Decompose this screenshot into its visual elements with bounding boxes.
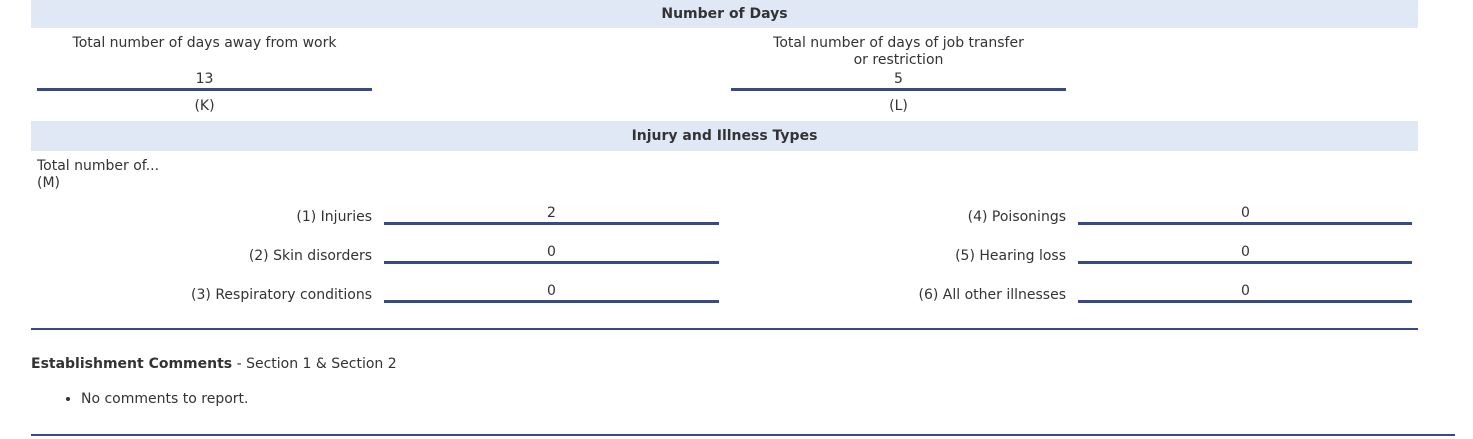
section-divider <box>31 328 1418 330</box>
days-transfer-code: (L) <box>889 98 908 114</box>
comments-list: No comments to report. <box>31 391 248 407</box>
skin-disorders-label: (2) Skin disorders <box>248 248 372 264</box>
hearing-loss-label: (5) Hearing loss <box>955 248 1066 264</box>
injuries-rule <box>384 222 719 225</box>
days-away-rule <box>37 88 372 91</box>
skin-disorders-rule <box>384 261 719 264</box>
days-away-label: Total number of days away from work <box>72 35 337 51</box>
types-code: (M) <box>37 175 61 191</box>
comments-heading: Establishment Comments - Section 1 & Sec… <box>31 356 397 372</box>
comments-title: Establishment Comments <box>31 356 233 372</box>
other-illnesses-value: 0 <box>1241 283 1250 299</box>
other-illnesses-rule <box>1078 300 1412 303</box>
days-away-value: 13 <box>195 71 214 87</box>
respiratory-label: (3) Respiratory conditions <box>191 287 372 303</box>
hearing-loss-value: 0 <box>1241 244 1250 260</box>
days-transfer-value: 5 <box>894 71 903 87</box>
other-illnesses-label: (6) All other illnesses <box>918 287 1067 303</box>
hearing-loss-rule <box>1078 261 1412 264</box>
days-transfer-label: Total number of days of job transfer or … <box>773 35 1024 68</box>
comment-item: No comments to report. <box>81 391 248 407</box>
injuries-label: (1) Injuries <box>296 209 372 225</box>
injury-types-header: Injury and Illness Types <box>31 121 1418 151</box>
poisonings-value: 0 <box>1241 205 1250 221</box>
number-of-days-header: Number of Days <box>31 0 1418 28</box>
days-transfer-rule <box>731 88 1066 91</box>
comments-subtitle: - Section 1 & Section 2 <box>232 356 397 372</box>
bottom-divider <box>31 434 1455 436</box>
poisonings-label: (4) Poisonings <box>967 209 1066 225</box>
total-number-intro: Total number of... <box>37 158 160 174</box>
respiratory-value: 0 <box>547 283 556 299</box>
days-away-code: (K) <box>194 98 215 114</box>
skin-disorders-value: 0 <box>547 244 556 260</box>
respiratory-rule <box>384 300 719 303</box>
injuries-value: 2 <box>547 205 556 221</box>
poisonings-rule <box>1078 222 1412 225</box>
